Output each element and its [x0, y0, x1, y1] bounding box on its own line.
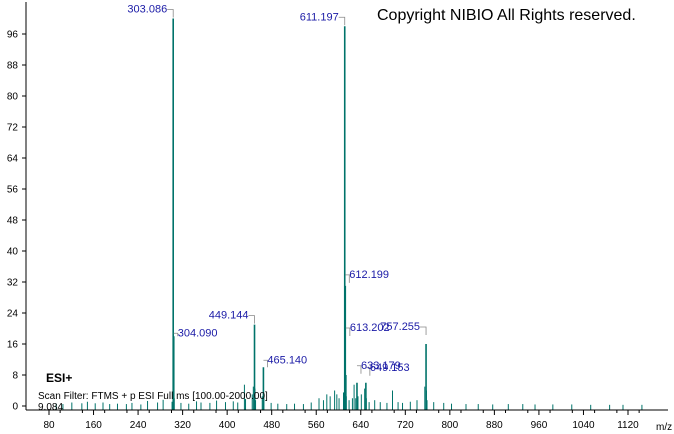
x-tick-label: 720	[397, 420, 414, 431]
ion-mode-label: ESI+	[46, 371, 72, 385]
y-tick-label: 0	[12, 402, 18, 413]
y-tick-label: 96	[7, 30, 19, 41]
peak-label: 612.199	[349, 269, 389, 281]
x-tick-label: 400	[219, 420, 236, 431]
y-tick-label: 88	[7, 61, 19, 72]
peaks-layer	[55, 18, 643, 410]
scan-filter-label: Scan Filter: FTMS + p ESI Full ms [100.0…	[38, 391, 268, 402]
x-tick-label: 640	[352, 420, 369, 431]
x-tick-label: 960	[531, 420, 548, 431]
y-tick-label: 8	[12, 371, 18, 382]
axes-layer	[25, 2, 668, 411]
peak-labels-layer: 303.086 304.090 449.144 465.140 611.197 612.1…	[127, 4, 420, 374]
x-tick-label: 160	[85, 420, 102, 431]
peak-leader-line	[345, 327, 351, 336]
y-tick-label: 56	[7, 185, 19, 196]
peak-label: 649.153	[370, 362, 410, 374]
peak-leader-line	[173, 332, 179, 337]
base-intensity-label: 9.084	[38, 402, 63, 413]
peak-leader-line	[167, 9, 174, 18]
x-tick-label: 1120	[617, 420, 639, 431]
peak-leader-line	[263, 359, 268, 368]
peak-leader-line	[248, 315, 255, 324]
y-tick-label: 80	[7, 92, 19, 103]
x-tick-label: 880	[486, 420, 503, 431]
y-tick-label: 64	[7, 154, 19, 165]
peak-label: 613.202	[350, 322, 390, 334]
x-tick-label: 560	[308, 420, 325, 431]
x-axis-unit-label: m/z	[656, 422, 672, 433]
peak-leader-line	[356, 365, 362, 374]
peak-leader-line	[345, 274, 350, 283]
peak-label: 633.179	[361, 360, 401, 372]
y-tick-label: 72	[7, 123, 19, 134]
peak-label: 304.090	[178, 327, 218, 339]
x-tick-label: 1040	[572, 420, 595, 431]
y-tick-label: 32	[7, 278, 19, 289]
y-tick-label: 16	[7, 340, 19, 351]
x-tick-label: 320	[174, 420, 191, 431]
peak-leader-line	[420, 326, 427, 335]
peak-leader-line	[365, 367, 371, 376]
y-tick-label: 48	[7, 216, 19, 227]
x-tick-label: 240	[130, 420, 147, 431]
x-tick-label: 800	[442, 420, 459, 431]
copyright-notice: Copyright NIBIO All Rights reserved.	[377, 7, 636, 24]
x-tick-label: 480	[263, 420, 280, 431]
peak-label: 611.197	[300, 11, 339, 23]
peak-label: 465.140	[267, 354, 307, 366]
peak-label-leaders	[167, 9, 427, 376]
peak-leader-line	[338, 16, 346, 26]
x-axis-ticks: 80 160 240 320 400 480 560 640 720 800 880 960 1040 1…	[43, 410, 640, 431]
y-tick-label: 40	[7, 247, 19, 258]
y-tick-label: 24	[7, 309, 19, 320]
x-tick-label: 80	[43, 420, 55, 431]
peak-label: 303.086	[127, 4, 167, 16]
peak-label: 449.144	[209, 310, 249, 322]
peak-label: 757.255	[380, 321, 420, 333]
y-axis-ticks: 0 8 16 24 32 40 48 56 64 72 80 88 96	[7, 30, 26, 413]
